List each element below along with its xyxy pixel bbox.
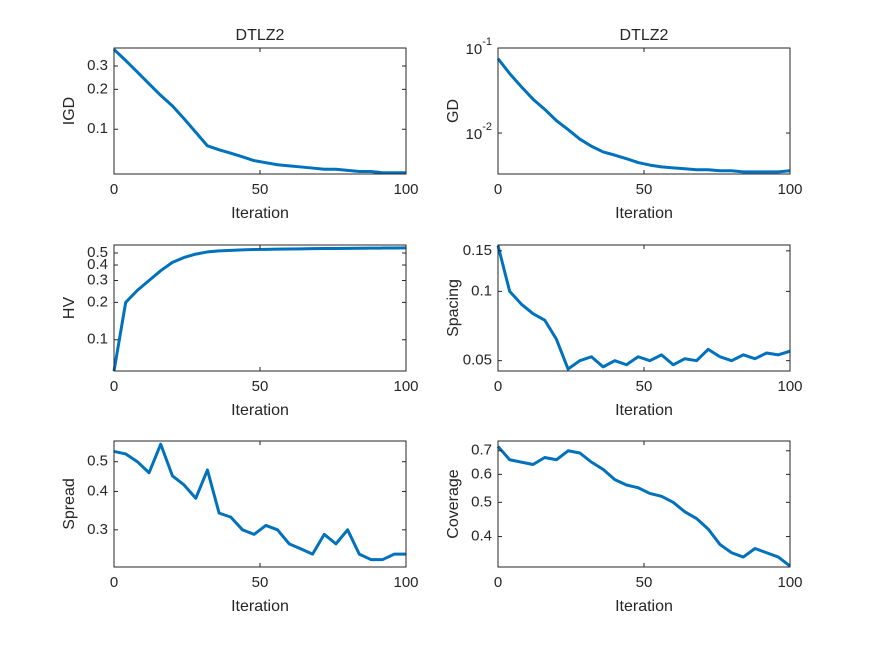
y-tick-label: 10-2 — [466, 121, 492, 143]
x-tick-label: 0 — [494, 378, 502, 395]
y-tick-label: 0.4 — [87, 256, 108, 273]
tick-exponent: -2 — [482, 121, 492, 133]
y-axis-label: Spacing — [445, 279, 462, 337]
x-tick-label: 100 — [393, 181, 418, 198]
y-axis-label: GD — [445, 99, 462, 123]
x-axis-label: Iteration — [231, 205, 289, 222]
y-axis-label: HV — [61, 297, 78, 320]
y-tick-label: 0.1 — [87, 331, 108, 348]
y-axis-label: Spread — [61, 478, 78, 530]
x-axis-label: Iteration — [615, 598, 673, 615]
x-tick-label: 50 — [636, 574, 653, 591]
chart-title: DTLZ2 — [236, 27, 285, 44]
y-tick-label: 0.2 — [87, 80, 108, 97]
x-tick-label: 50 — [252, 378, 269, 395]
x-tick-label: 50 — [252, 181, 269, 198]
y-tick-label: 0.3 — [87, 272, 108, 289]
x-tick-label: 100 — [777, 181, 802, 198]
x-tick-label: 100 — [777, 574, 802, 591]
x-tick-label: 0 — [110, 378, 118, 395]
x-axis-label: Iteration — [231, 402, 289, 419]
x-tick-label: 0 — [494, 574, 502, 591]
x-tick-label: 50 — [252, 574, 269, 591]
y-tick-label: 0.5 — [87, 244, 108, 261]
x-tick-label: 100 — [777, 378, 802, 395]
x-tick-label: 0 — [110, 181, 118, 198]
axes-box — [498, 48, 790, 174]
y-tick-label: 0.6 — [471, 465, 492, 482]
x-axis-label: Iteration — [231, 598, 289, 615]
tick-exponent: -1 — [482, 36, 492, 48]
x-axis-label: Iteration — [615, 402, 673, 419]
y-tick-label: 0.2 — [87, 293, 108, 310]
axes-box — [498, 245, 790, 371]
y-tick-label: 10-1 — [466, 36, 492, 58]
y-tick-label: 0.7 — [471, 442, 492, 459]
y-tick-label: 0.5 — [471, 493, 492, 510]
x-tick-label: 0 — [110, 574, 118, 591]
data-line — [112, 48, 406, 175]
x-tick-label: 50 — [636, 378, 653, 395]
y-axis-label: IGD — [61, 97, 78, 125]
y-tick-label: 0.4 — [471, 528, 492, 545]
y-tick-label: 0.15 — [463, 242, 492, 259]
axes-box — [114, 245, 406, 371]
axes-box — [498, 441, 790, 567]
data-line — [496, 57, 791, 174]
y-tick-label: 0.1 — [471, 282, 492, 299]
tick-base: 10 — [466, 41, 483, 58]
tick-base: 10 — [466, 126, 483, 143]
axes-box — [114, 48, 406, 174]
x-tick-label: 0 — [494, 181, 502, 198]
x-tick-label: 100 — [393, 378, 418, 395]
y-tick-label: 0.3 — [87, 521, 108, 538]
data-line — [496, 445, 791, 568]
x-axis-label: Iteration — [615, 205, 673, 222]
y-tick-label: 0.4 — [87, 482, 108, 499]
data-line — [112, 246, 407, 372]
x-tick-label: 50 — [636, 181, 653, 198]
axes-box — [114, 441, 406, 567]
y-axis-label: Coverage — [445, 469, 462, 538]
y-tick-label: 0.5 — [87, 453, 108, 470]
y-tick-label: 0.05 — [463, 352, 492, 369]
data-line — [496, 245, 791, 371]
chart-title: DTLZ2 — [620, 27, 669, 44]
data-line — [113, 442, 406, 562]
x-tick-label: 100 — [393, 574, 418, 591]
y-tick-label: 0.1 — [87, 120, 108, 137]
y-tick-label: 0.3 — [87, 57, 108, 74]
